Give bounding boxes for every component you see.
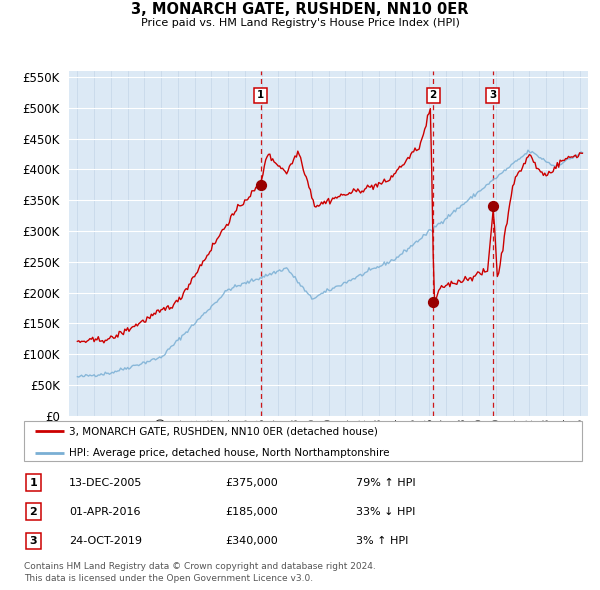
Text: 3: 3 [489,90,496,100]
Text: 33% ↓ HPI: 33% ↓ HPI [356,507,415,517]
Text: 24-OCT-2019: 24-OCT-2019 [69,536,142,546]
Text: 3: 3 [29,536,37,546]
Text: £185,000: £185,000 [225,507,278,517]
Point [256,180,265,189]
Text: 1: 1 [257,90,265,100]
Text: 3, MONARCH GATE, RUSHDEN, NN10 0ER (detached house): 3, MONARCH GATE, RUSHDEN, NN10 0ER (deta… [69,427,378,436]
Point [488,202,497,211]
Text: 13-DEC-2005: 13-DEC-2005 [69,477,143,487]
Text: 79% ↑ HPI: 79% ↑ HPI [356,477,415,487]
Text: £340,000: £340,000 [225,536,278,546]
Text: 01-APR-2016: 01-APR-2016 [69,507,140,517]
Text: 2: 2 [430,90,437,100]
Text: £375,000: £375,000 [225,477,278,487]
Text: Contains HM Land Registry data © Crown copyright and database right 2024.
This d: Contains HM Land Registry data © Crown c… [24,562,376,583]
Text: 1: 1 [29,477,37,487]
FancyBboxPatch shape [24,421,583,461]
Text: 3, MONARCH GATE, RUSHDEN, NN10 0ER: 3, MONARCH GATE, RUSHDEN, NN10 0ER [131,2,469,17]
Text: 2: 2 [29,507,37,517]
Text: 3% ↑ HPI: 3% ↑ HPI [356,536,408,546]
Point [428,297,438,307]
Text: Price paid vs. HM Land Registry's House Price Index (HPI): Price paid vs. HM Land Registry's House … [140,18,460,28]
Text: HPI: Average price, detached house, North Northamptonshire: HPI: Average price, detached house, Nort… [69,448,389,458]
